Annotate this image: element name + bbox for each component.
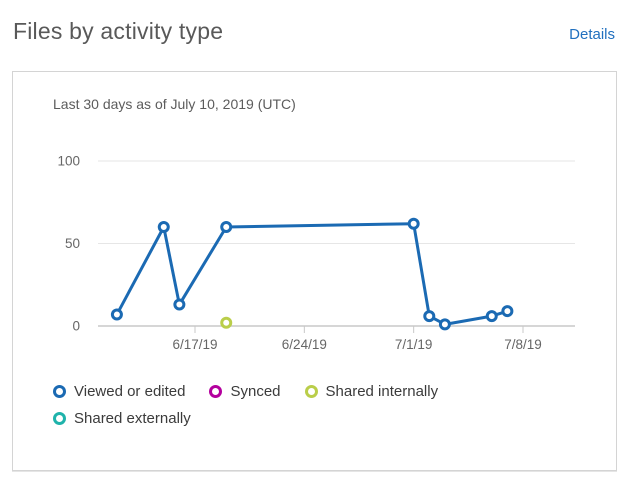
legend-item-synced[interactable]: Synced [209, 383, 281, 400]
legend-item-shared-internally[interactable]: Shared internally [304, 383, 439, 400]
legend-ring-icon [53, 385, 66, 398]
legend-label: Shared externally [74, 410, 191, 427]
data-point-marker[interactable] [423, 310, 436, 323]
chart-card: Last 30 days as of July 10, 2019 (UTC) V… [12, 71, 617, 471]
legend-label: Viewed or edited [74, 383, 186, 400]
details-link[interactable]: Details [569, 26, 615, 43]
legend-ring-icon [53, 412, 66, 425]
data-point-marker[interactable] [485, 310, 498, 323]
data-point-marker[interactable] [220, 221, 233, 233]
data-point-marker[interactable] [501, 305, 514, 318]
data-point-marker[interactable] [438, 318, 451, 331]
legend-label: Synced [230, 383, 281, 400]
legend-ring-icon [304, 385, 318, 398]
chart-subtitle: Last 30 days as of July 10, 2019 (UTC) [53, 96, 296, 112]
data-point-marker[interactable] [173, 298, 186, 311]
chart-legend: Viewed or edited Synced Shared internally S… [53, 383, 523, 427]
data-point-marker[interactable] [157, 221, 170, 233]
data-point-marker[interactable] [110, 308, 123, 321]
data-point-marker[interactable] [220, 316, 233, 329]
legend-label: Shared internally [325, 383, 439, 400]
legend-item-shared-externally[interactable]: Shared externally [53, 410, 191, 427]
page-title: Files by activity type [13, 18, 224, 44]
data-point-marker[interactable] [407, 217, 420, 230]
legend-ring-icon [209, 385, 223, 398]
legend-item-viewed-or-edited[interactable]: Viewed or edited [53, 383, 185, 400]
